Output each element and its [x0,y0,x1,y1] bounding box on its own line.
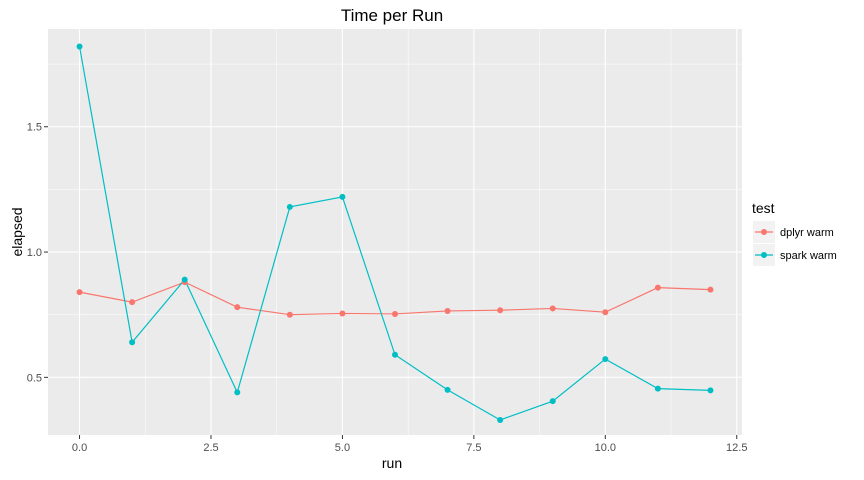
data-point [549,398,556,405]
data-point [339,193,346,200]
x-tick-label: 12.5 [726,442,747,454]
data-point [654,385,661,392]
legend-key-point [761,252,767,258]
x-axis-title: run [382,455,402,471]
y-tick-label: 1.5 [27,122,42,134]
data-point [286,203,293,210]
data-point [76,289,83,296]
y-tick-label: 0.5 [27,372,42,384]
x-axis-ticks: 0.0 2.5 5.0 7.5 10.0 12.5 [72,435,747,454]
data-point [444,386,451,393]
data-point [181,276,188,283]
data-point [549,305,556,312]
plot-panel [48,29,742,435]
data-point [654,284,661,291]
data-point [234,389,241,396]
data-point [707,387,714,394]
data-point [76,43,83,50]
x-tick-label: 10.0 [595,442,616,454]
series-points [76,43,714,423]
data-point [392,351,398,358]
legend: test dplyr warm spark warm [752,200,837,266]
data-point [129,339,136,346]
data-point [392,310,398,317]
y-tick-label: 1.0 [27,247,42,259]
data-point [602,309,609,316]
y-axis-ticks: 0.5 1.0 1.5 [27,122,48,384]
x-tick-label: 7.5 [466,442,481,454]
legend-label: spark warm [780,250,837,262]
data-point [602,356,609,363]
data-point [497,307,504,314]
data-point [234,304,241,311]
x-tick-label: 0.0 [72,442,87,454]
data-point [339,310,346,317]
legend-title: test [752,200,775,216]
chart-title: Time per Run [341,6,443,25]
data-point [444,307,451,314]
legend-label: dplyr warm [780,227,834,239]
x-tick-label: 2.5 [203,442,218,454]
data-point [129,299,136,306]
data-point [707,286,714,293]
data-point [497,416,504,423]
y-axis-title: elapsed [9,207,25,256]
grid-major [48,29,742,435]
x-tick-label: 5.0 [335,442,350,454]
data-point [286,311,293,318]
legend-key-point [761,229,767,235]
